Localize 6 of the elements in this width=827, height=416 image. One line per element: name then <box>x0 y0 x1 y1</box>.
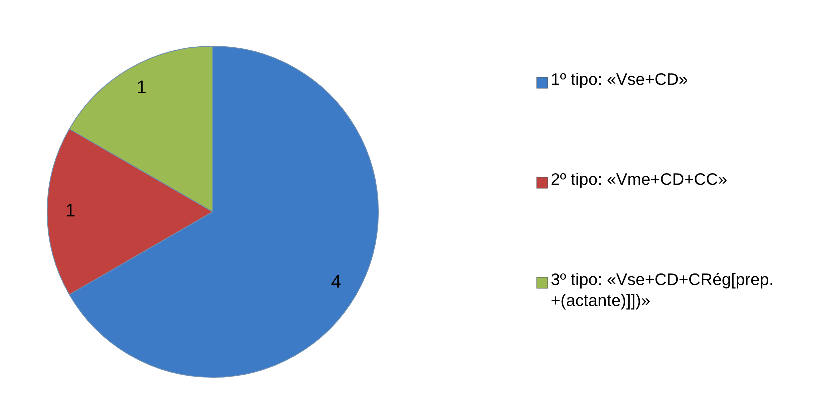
legend-label: 3º tipo: «Vse+CD+CRég[prep. +(actante)]])» <box>552 273 772 310</box>
data-label: 4 <box>332 275 341 288</box>
data-label: 1 <box>138 80 146 94</box>
legend-label: 2º tipo: «Vme+CD+CC» <box>552 173 727 189</box>
data-label: 1 <box>66 204 75 217</box>
legend-label: 1º tipo: «Vse+CD» <box>552 73 688 89</box>
